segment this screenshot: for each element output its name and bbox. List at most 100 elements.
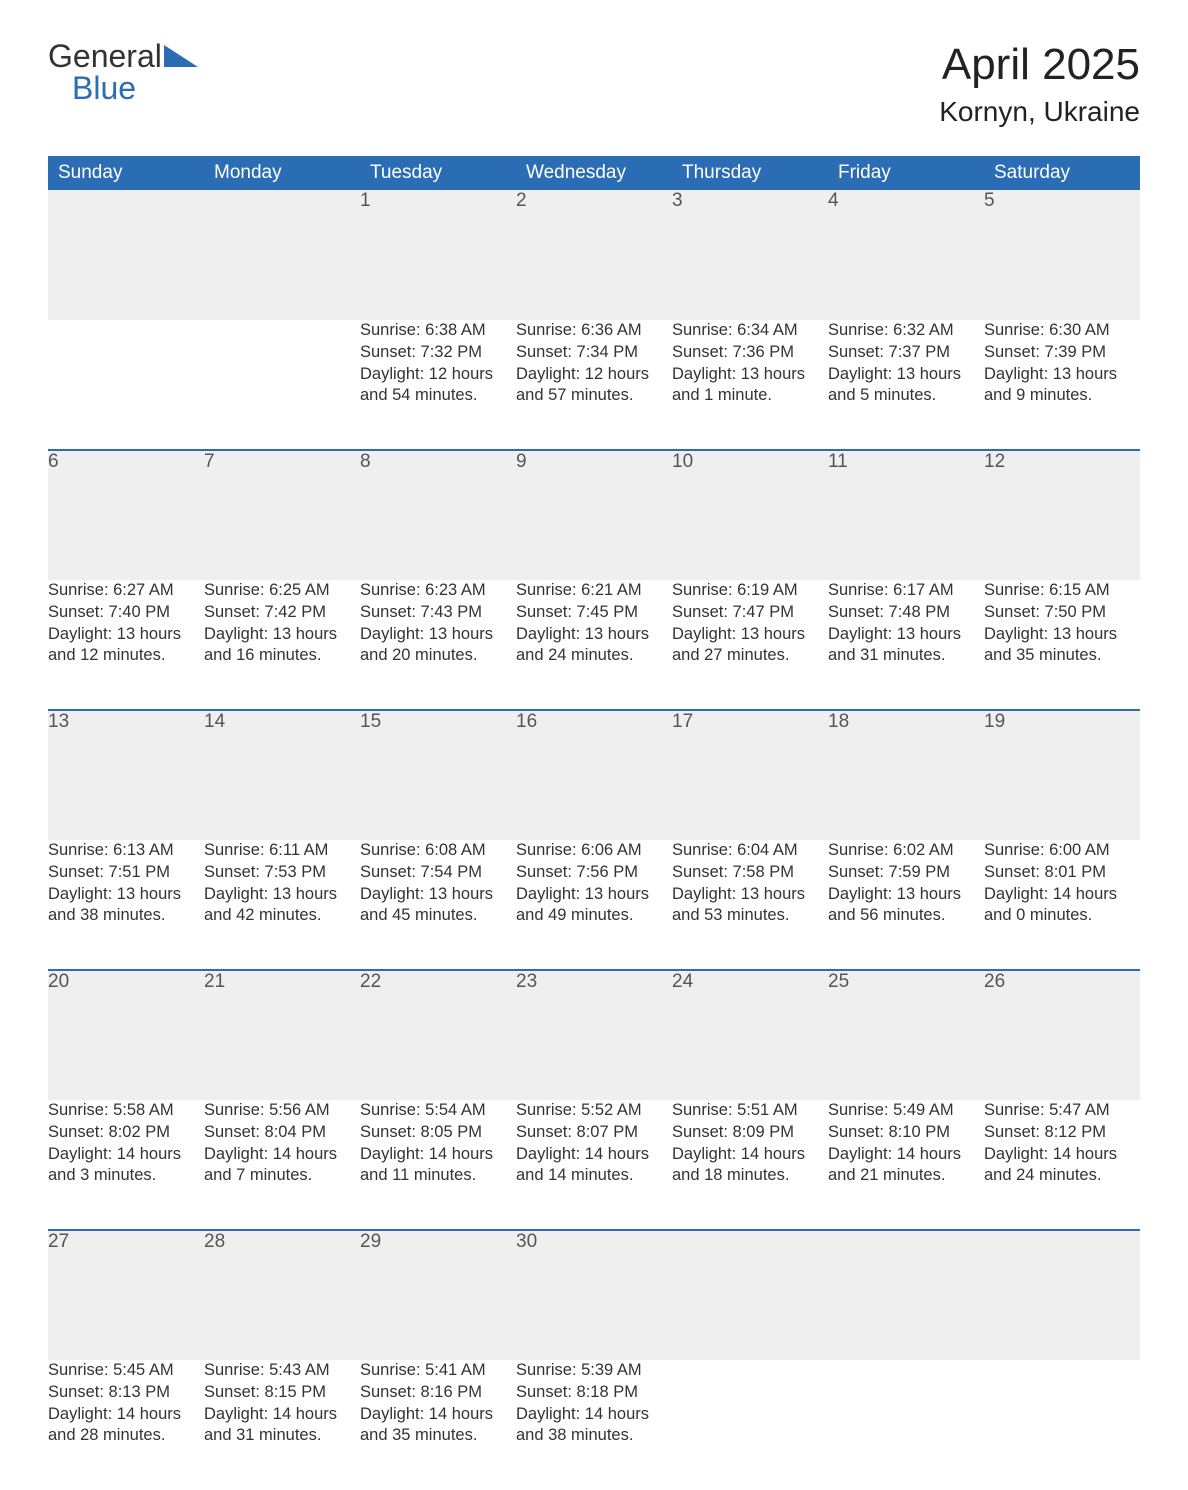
sunset-text: Sunset: 7:45 PM <box>516 602 672 624</box>
sunrise-text: Sunrise: 6:32 AM <box>828 320 984 342</box>
sunset-text: Sunset: 8:01 PM <box>984 862 1140 884</box>
sunset-text: Sunset: 7:58 PM <box>672 862 828 884</box>
day-number-cell: 17 <box>672 710 828 840</box>
weekday-header: Tuesday <box>360 156 516 190</box>
sunrise-text: Sunrise: 6:34 AM <box>672 320 828 342</box>
day-content-cell <box>828 1360 984 1490</box>
content-row: Sunrise: 6:13 AMSunset: 7:51 PMDaylight:… <box>48 840 1140 970</box>
day-number: 22 <box>360 971 381 992</box>
daylight-text: Daylight: 14 hours and 11 minutes. <box>360 1144 516 1188</box>
content-row: Sunrise: 5:58 AMSunset: 8:02 PMDaylight:… <box>48 1100 1140 1230</box>
day-number: 11 <box>828 451 848 472</box>
day-number-cell: 25 <box>828 970 984 1100</box>
sunrise-text: Sunrise: 5:47 AM <box>984 1100 1140 1122</box>
daylight-text: Daylight: 13 hours and 20 minutes. <box>360 624 516 668</box>
daylight-text: Daylight: 13 hours and 53 minutes. <box>672 884 828 928</box>
brand-line2: Blue <box>48 72 198 104</box>
sunset-text: Sunset: 8:10 PM <box>828 1122 984 1144</box>
sunset-text: Sunset: 7:34 PM <box>516 342 672 364</box>
day-number: 3 <box>672 190 683 211</box>
day-content-cell: Sunrise: 5:47 AMSunset: 8:12 PMDaylight:… <box>984 1100 1140 1230</box>
sunset-text: Sunset: 8:15 PM <box>204 1382 360 1404</box>
day-content-cell: Sunrise: 5:51 AMSunset: 8:09 PMDaylight:… <box>672 1100 828 1230</box>
sunset-text: Sunset: 7:50 PM <box>984 602 1140 624</box>
day-number-cell: 16 <box>516 710 672 840</box>
day-content-cell: Sunrise: 6:00 AMSunset: 8:01 PMDaylight:… <box>984 840 1140 970</box>
day-content-cell: Sunrise: 6:08 AMSunset: 7:54 PMDaylight:… <box>360 840 516 970</box>
header-row: General Blue April 2025 Kornyn, Ukraine <box>48 40 1140 128</box>
day-content-cell: Sunrise: 6:15 AMSunset: 7:50 PMDaylight:… <box>984 580 1140 710</box>
brand-line1-wrap: General <box>48 40 198 72</box>
day-number: 9 <box>516 451 527 472</box>
day-number-cell: 20 <box>48 970 204 1100</box>
daynum-row: 20212223242526 <box>48 970 1140 1100</box>
day-number-cell: 15 <box>360 710 516 840</box>
day-number-cell <box>48 190 204 320</box>
sunset-text: Sunset: 7:37 PM <box>828 342 984 364</box>
sunrise-text: Sunrise: 5:41 AM <box>360 1360 516 1382</box>
day-number: 25 <box>828 971 849 992</box>
day-number-cell: 9 <box>516 450 672 580</box>
sunset-text: Sunset: 7:32 PM <box>360 342 516 364</box>
daylight-text: Daylight: 14 hours and 7 minutes. <box>204 1144 360 1188</box>
day-number: 5 <box>984 190 995 211</box>
sunrise-text: Sunrise: 6:17 AM <box>828 580 984 602</box>
day-number-cell <box>204 190 360 320</box>
daylight-text: Daylight: 13 hours and 38 minutes. <box>48 884 204 928</box>
sunrise-text: Sunrise: 5:51 AM <box>672 1100 828 1122</box>
day-number: 18 <box>828 711 849 732</box>
day-content-cell: Sunrise: 5:41 AMSunset: 8:16 PMDaylight:… <box>360 1360 516 1490</box>
content-row: Sunrise: 6:38 AMSunset: 7:32 PMDaylight:… <box>48 320 1140 450</box>
day-number: 17 <box>672 711 693 732</box>
title-block: April 2025 Kornyn, Ukraine <box>939 40 1140 128</box>
daylight-text: Daylight: 14 hours and 21 minutes. <box>828 1144 984 1188</box>
daylight-text: Daylight: 13 hours and 16 minutes. <box>204 624 360 668</box>
calendar-table: Sunday Monday Tuesday Wednesday Thursday… <box>48 156 1140 1490</box>
daylight-text: Daylight: 13 hours and 24 minutes. <box>516 624 672 668</box>
location-label: Kornyn, Ukraine <box>939 96 1140 128</box>
content-row: Sunrise: 5:45 AMSunset: 8:13 PMDaylight:… <box>48 1360 1140 1490</box>
day-number-cell: 13 <box>48 710 204 840</box>
daylight-text: Daylight: 14 hours and 35 minutes. <box>360 1404 516 1448</box>
day-number: 27 <box>48 1231 69 1252</box>
sunset-text: Sunset: 7:43 PM <box>360 602 516 624</box>
weekday-header: Sunday <box>48 156 204 190</box>
day-content-cell: Sunrise: 5:43 AMSunset: 8:15 PMDaylight:… <box>204 1360 360 1490</box>
day-number-cell <box>984 1230 1140 1360</box>
sunrise-text: Sunrise: 6:00 AM <box>984 840 1140 862</box>
calendar-body: 12345Sunrise: 6:38 AMSunset: 7:32 PMDayl… <box>48 190 1140 1490</box>
day-number: 28 <box>204 1231 225 1252</box>
daylight-text: Daylight: 13 hours and 45 minutes. <box>360 884 516 928</box>
day-content-cell: Sunrise: 5:45 AMSunset: 8:13 PMDaylight:… <box>48 1360 204 1490</box>
brand-line1: General <box>48 40 162 72</box>
day-content-cell: Sunrise: 6:27 AMSunset: 7:40 PMDaylight:… <box>48 580 204 710</box>
sunset-text: Sunset: 7:48 PM <box>828 602 984 624</box>
day-number: 20 <box>48 971 69 992</box>
day-number-cell: 12 <box>984 450 1140 580</box>
day-number-cell <box>828 1230 984 1360</box>
sunrise-text: Sunrise: 6:15 AM <box>984 580 1140 602</box>
sunset-text: Sunset: 7:59 PM <box>828 862 984 884</box>
day-content-cell <box>672 1360 828 1490</box>
weekday-header: Friday <box>828 156 984 190</box>
day-content-cell <box>48 320 204 450</box>
daynum-row: 6789101112 <box>48 450 1140 580</box>
sunset-text: Sunset: 7:36 PM <box>672 342 828 364</box>
weekday-header: Saturday <box>984 156 1140 190</box>
sunrise-text: Sunrise: 5:58 AM <box>48 1100 204 1122</box>
sunset-text: Sunset: 7:56 PM <box>516 862 672 884</box>
day-number: 29 <box>360 1231 381 1252</box>
day-number: 7 <box>204 451 215 472</box>
sunset-text: Sunset: 7:54 PM <box>360 862 516 884</box>
day-number: 16 <box>516 711 537 732</box>
sunrise-text: Sunrise: 5:56 AM <box>204 1100 360 1122</box>
sunrise-text: Sunrise: 6:27 AM <box>48 580 204 602</box>
sunset-text: Sunset: 8:07 PM <box>516 1122 672 1144</box>
sunrise-text: Sunrise: 6:38 AM <box>360 320 516 342</box>
day-number: 6 <box>48 451 59 472</box>
sunset-text: Sunset: 7:53 PM <box>204 862 360 884</box>
day-content-cell: Sunrise: 6:11 AMSunset: 7:53 PMDaylight:… <box>204 840 360 970</box>
sunset-text: Sunset: 7:42 PM <box>204 602 360 624</box>
daylight-text: Daylight: 13 hours and 12 minutes. <box>48 624 204 668</box>
day-number: 15 <box>360 711 381 732</box>
